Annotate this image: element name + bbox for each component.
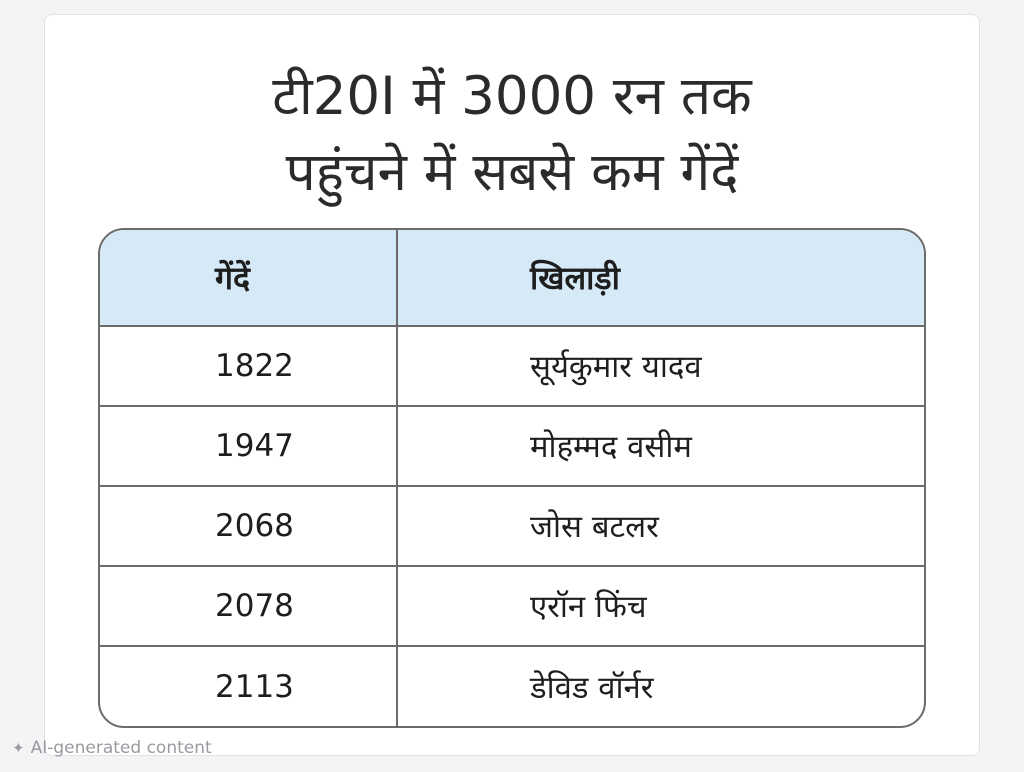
cell-balls: 2068 [100,486,398,567]
sparkle-icon: ✦ [12,739,25,757]
cell-player: एरॉन फिंच [397,566,924,647]
cell-player: मोहम्मद वसीम [397,406,924,487]
cell-balls: 2113 [100,646,398,726]
cell-balls: 1947 [100,406,398,487]
table-row: 1822 सूर्यकुमार यादव [100,326,924,407]
cell-player: डेविड वॉर्नर [530,669,654,706]
header-player: खिलाड़ी [397,230,924,327]
table-row: 2068 जोस बटलर [100,486,924,567]
table-row: 2113 डेविड वॉर्नर [100,646,924,726]
table-row: 1947 मोहम्मद वसीम [100,406,924,487]
page-title: टी20I में 3000 रन तक पहुंचने में सबसे कम… [45,59,979,211]
cell-balls: 2078 [100,566,398,647]
cell-player: सूर्यकुमार यादव [397,326,924,407]
title-line-2: पहुंचने में सबसे कम गेंदें [285,142,739,203]
stats-table: गेंदें खिलाड़ी 1822 सूर्यकुमार यादव 1947… [98,228,926,728]
cell-balls: 1822 [100,326,398,407]
table-header-row: गेंदें खिलाड़ी [100,230,924,327]
ai-generated-label: ✦ AI-generated content [12,738,212,758]
ai-label-text: AI-generated content [30,738,212,758]
cell-player: जोस बटलर [397,486,924,567]
table-row: 2078 एरॉन फिंच [100,566,924,647]
title-line-1: टी20I में 3000 रन तक [272,66,752,127]
header-balls: गेंदें [100,230,398,327]
